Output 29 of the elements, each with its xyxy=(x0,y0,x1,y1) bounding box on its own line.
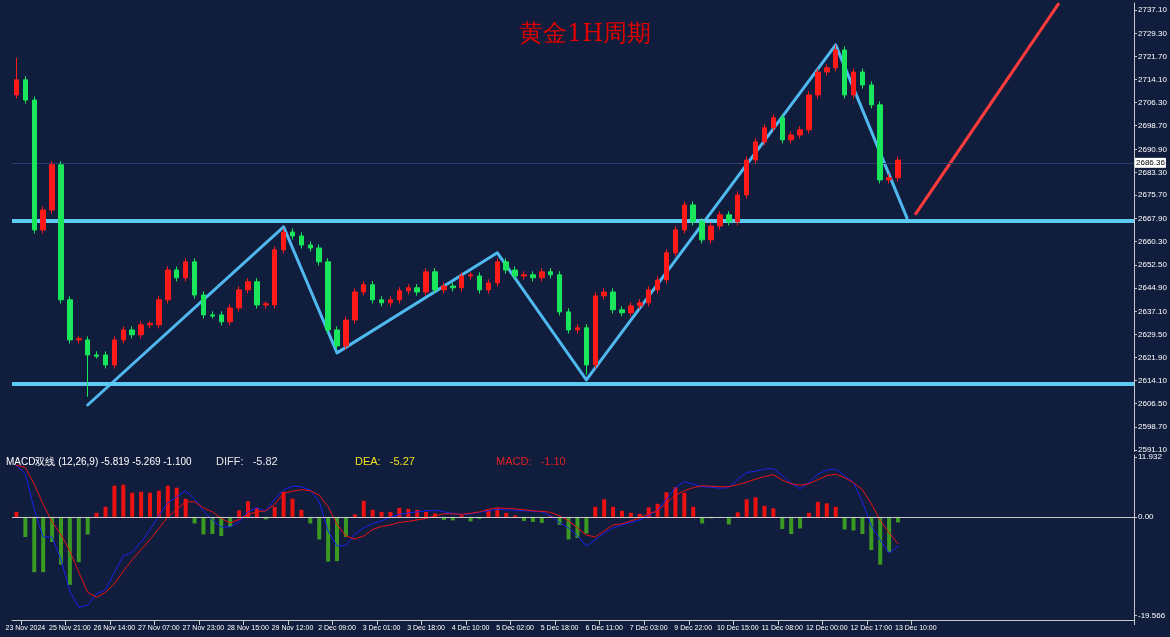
y-tick-label: 2675.70 xyxy=(1138,190,1168,200)
y-tick-label: 2667.90 xyxy=(1138,213,1168,223)
y-tick-label: 2598.70 xyxy=(1138,422,1168,432)
y-tick-label: 2660.30 xyxy=(1138,236,1168,246)
y-tick-label: 11.932 xyxy=(1138,452,1163,462)
y-tick-label: 2729.30 xyxy=(1138,28,1168,38)
ref-line-label: 2686.36 xyxy=(1136,158,1166,168)
y-tick-label: 2606.50 xyxy=(1138,398,1168,408)
y-tick-label: 2637.10 xyxy=(1138,306,1168,316)
y-tick-label: 2737.10 xyxy=(1138,5,1168,15)
y-tick-label: 2706.30 xyxy=(1138,98,1168,108)
y-tick-label: 0.00 xyxy=(1138,512,1155,522)
y-tick-label: 2614.10 xyxy=(1138,376,1168,386)
y-tick-label: 2621.90 xyxy=(1138,352,1168,362)
y-tick-label: 2652.50 xyxy=(1138,260,1168,270)
y-tick-label: 2721.70 xyxy=(1138,51,1168,61)
y-tick-label: 2591.10 xyxy=(1138,445,1168,455)
y-tick-label: 2690.90 xyxy=(1138,144,1168,154)
annotation: DEA: -5.27 xyxy=(355,454,415,467)
text: 黄金1H周期 xyxy=(518,19,652,47)
y-tick-label: 2644.90 xyxy=(1138,283,1168,293)
y-tick-label: 2714.10 xyxy=(1138,74,1168,84)
y-tick-label: 2629.50 xyxy=(1138,329,1168,339)
y-tick-label: 2683.30 xyxy=(1138,167,1168,177)
y-tick-label: 2698.70 xyxy=(1138,121,1168,131)
annotation: MACD: -1.10 xyxy=(496,454,566,467)
annotation: DIFF: -5.82 xyxy=(216,454,278,467)
annotation: MACD双线 (12,26,9) -5.819 -5.269 -1.100 xyxy=(6,455,193,467)
y-tick-label: -19.566 xyxy=(1138,610,1166,620)
